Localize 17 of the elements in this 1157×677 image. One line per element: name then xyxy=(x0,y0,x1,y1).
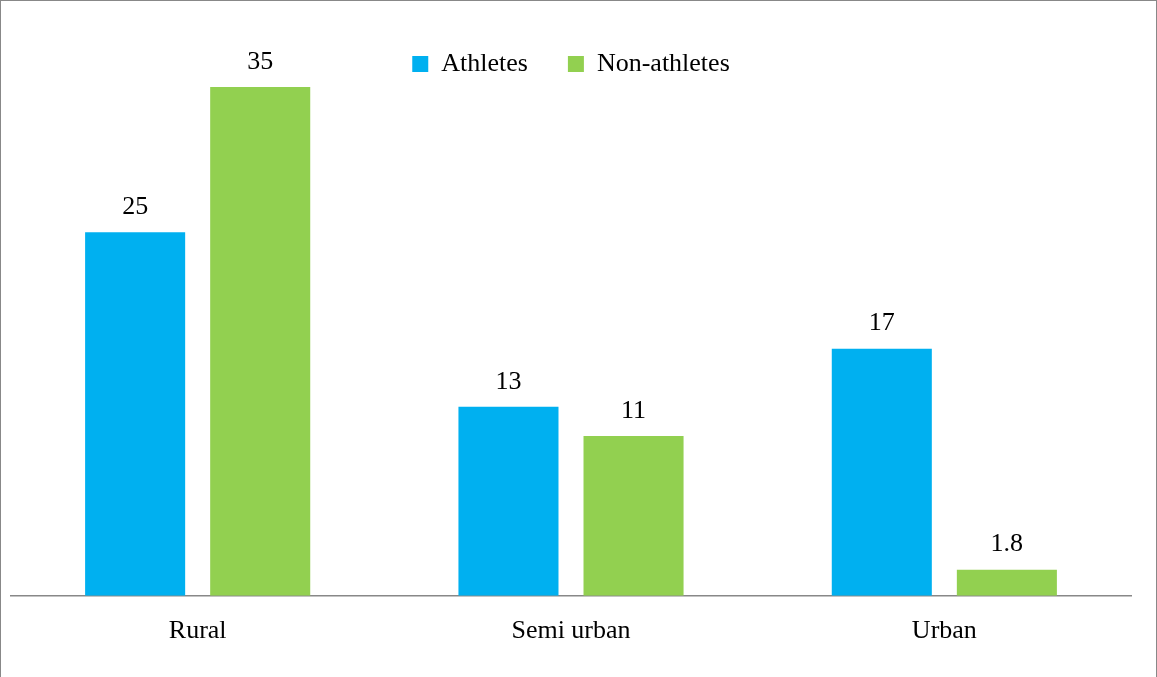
bar xyxy=(956,569,1057,596)
legend-label: Athletes xyxy=(441,47,528,77)
x-tick-label: Urban xyxy=(911,615,977,645)
data-label: 17 xyxy=(868,307,895,337)
bar xyxy=(85,232,186,596)
x-tick-label: Semi urban xyxy=(511,615,631,645)
data-label: 35 xyxy=(247,45,274,75)
bar xyxy=(210,87,311,596)
bar xyxy=(831,348,932,596)
data-label: 1.8 xyxy=(990,528,1024,558)
bar xyxy=(458,406,559,596)
data-label: 13 xyxy=(495,365,522,395)
data-label: 25 xyxy=(122,191,149,221)
bar xyxy=(583,435,684,596)
x-tick-label: Rural xyxy=(168,615,227,645)
data-label: 11 xyxy=(621,394,647,424)
legend-label: Non-athletes xyxy=(596,47,730,77)
